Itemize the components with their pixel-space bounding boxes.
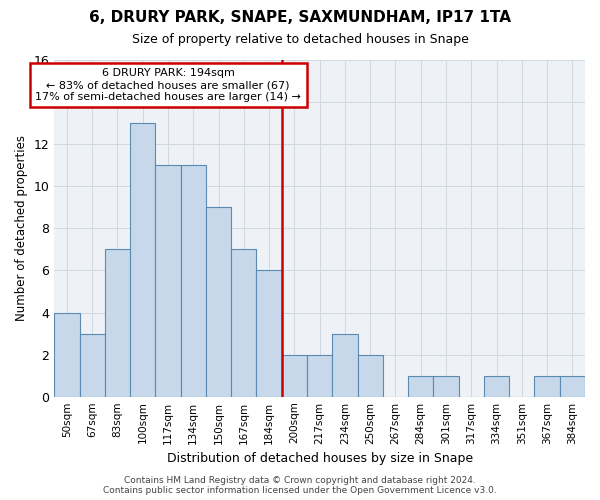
Bar bbox=[433, 376, 458, 396]
Text: 6 DRURY PARK: 194sqm
← 83% of detached houses are smaller (67)
17% of semi-detac: 6 DRURY PARK: 194sqm ← 83% of detached h… bbox=[35, 68, 301, 102]
Bar bbox=[535, 376, 560, 396]
Bar bbox=[282, 354, 307, 397]
Bar bbox=[181, 165, 206, 396]
X-axis label: Distribution of detached houses by size in Snape: Distribution of detached houses by size … bbox=[167, 452, 473, 465]
Bar bbox=[130, 123, 155, 396]
Bar bbox=[80, 334, 105, 396]
Y-axis label: Number of detached properties: Number of detached properties bbox=[15, 136, 28, 322]
Bar bbox=[307, 354, 332, 397]
Text: Contains HM Land Registry data © Crown copyright and database right 2024.
Contai: Contains HM Land Registry data © Crown c… bbox=[103, 476, 497, 495]
Text: Size of property relative to detached houses in Snape: Size of property relative to detached ho… bbox=[131, 32, 469, 46]
Bar bbox=[155, 165, 181, 396]
Bar bbox=[256, 270, 282, 396]
Bar bbox=[105, 250, 130, 396]
Bar bbox=[54, 312, 80, 396]
Bar bbox=[231, 250, 256, 396]
Bar bbox=[560, 376, 585, 396]
Text: 6, DRURY PARK, SNAPE, SAXMUNDHAM, IP17 1TA: 6, DRURY PARK, SNAPE, SAXMUNDHAM, IP17 1… bbox=[89, 10, 511, 25]
Bar bbox=[332, 334, 358, 396]
Bar bbox=[484, 376, 509, 396]
Bar bbox=[358, 354, 383, 397]
Bar bbox=[408, 376, 433, 396]
Bar bbox=[206, 208, 231, 396]
